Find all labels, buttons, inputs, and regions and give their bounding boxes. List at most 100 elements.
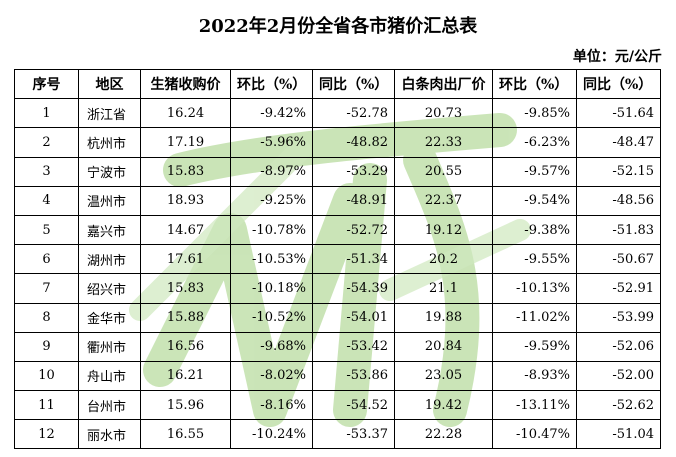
- live-pig-yoy-cell: -52.72: [312, 214, 395, 246]
- live-pig-price-cell: 17.19: [140, 127, 231, 158]
- live-pig-yoy-cell: -54.01: [312, 302, 395, 333]
- table-row: 3 宁波市 15.83 -8.97% -53.29 20.55 -9.57% -52.15: [14, 156, 661, 187]
- carcass-mom-cell: -6.23%: [492, 127, 577, 158]
- live-pig-mom-cell: -9.25%: [230, 185, 313, 216]
- carcass-mom-cell: -9.54%: [492, 185, 577, 216]
- unit-label: 单位：元/公斤: [572, 49, 662, 65]
- region-name-cell: 衢州市: [78, 331, 141, 362]
- region-name-cell: 湖州市: [78, 244, 141, 275]
- carcass-mom-cell: -9.55%: [492, 244, 577, 275]
- live-pig-price-cell: 18.93: [140, 185, 231, 216]
- carcass-yoy-cell: -52.91: [576, 273, 661, 304]
- row-index-cell: 11: [14, 390, 79, 421]
- header-yoy-1: 同比（%）: [312, 68, 395, 100]
- live-pig-price-cell: 15.88: [140, 302, 231, 333]
- row-index-cell: 4: [14, 185, 79, 216]
- carcass-price-cell: 19.12: [394, 214, 493, 246]
- live-pig-price-cell: 15.96: [140, 390, 231, 421]
- region-name-cell: 台州市: [78, 390, 141, 421]
- table-row: 4 温州市 18.93 -9.25% -48.91 22.37 -9.54% -48.56: [14, 185, 661, 216]
- carcass-mom-cell: -11.02%: [492, 302, 577, 333]
- table-row: 11 台州市 15.96 -8.16% -54.52 19.42 -13.11% -52.62: [14, 390, 661, 421]
- carcass-yoy-cell: -48.47: [576, 127, 661, 158]
- live-pig-mom-cell: -10.78%: [230, 214, 313, 246]
- carcass-mom-cell: -9.59%: [492, 331, 577, 362]
- table-row: 1 浙江省 16.24 -9.42% -52.78 20.73 -9.85% -51.64: [14, 98, 661, 129]
- carcass-price-cell: 22.28: [394, 419, 493, 450]
- live-pig-price-cell: 16.56: [140, 331, 231, 362]
- table-row: 12 丽水市 16.55 -10.24% -53.37 22.28 -10.47% -51.0…: [14, 419, 661, 450]
- region-name-cell: 浙江省: [78, 98, 141, 129]
- header-mom-2: 环比（%）: [492, 68, 577, 100]
- carcass-mom-cell: -9.38%: [492, 214, 577, 246]
- carcass-yoy-cell: -51.04: [576, 419, 661, 450]
- live-pig-mom-cell: -9.42%: [230, 98, 313, 129]
- row-index-cell: 1: [14, 98, 79, 129]
- carcass-mom-cell: -10.13%: [492, 273, 577, 304]
- header-yoy-2: 同比（%）: [576, 68, 661, 100]
- live-pig-yoy-cell: -54.52: [312, 390, 395, 421]
- live-pig-yoy-cell: -48.91: [312, 185, 395, 216]
- region-name-cell: 金华市: [78, 302, 141, 333]
- carcass-yoy-cell: -52.62: [576, 390, 661, 421]
- row-index-cell: 7: [14, 273, 79, 304]
- live-pig-yoy-cell: -54.39: [312, 273, 395, 304]
- row-index-cell: 6: [14, 244, 79, 275]
- row-index-cell: 10: [14, 360, 79, 392]
- region-name-cell: 丽水市: [78, 419, 141, 450]
- region-name-cell: 舟山市: [78, 360, 141, 392]
- live-pig-price-cell: 16.55: [140, 419, 231, 450]
- carcass-price-cell: 20.73: [394, 98, 493, 129]
- live-pig-price-cell: 14.67: [140, 214, 231, 246]
- live-pig-yoy-cell: -53.86: [312, 360, 395, 392]
- header-region: 地区: [78, 68, 141, 100]
- live-pig-price-cell: 15.83: [140, 273, 231, 304]
- table-row: 6 湖州市 17.61 -10.53% -51.34 20.2 -9.55% -50.67: [14, 244, 661, 275]
- region-name-cell: 绍兴市: [78, 273, 141, 304]
- region-name-cell: 宁波市: [78, 156, 141, 187]
- table-row: 9 衢州市 16.56 -9.68% -53.42 20.84 -9.59% -52.06: [14, 331, 661, 362]
- carcass-price-cell: 21.1: [394, 273, 493, 304]
- carcass-price-cell: 22.33: [394, 127, 493, 158]
- live-pig-price-cell: 17.61: [140, 244, 231, 275]
- header-carcass-price: 白条肉出厂价: [394, 68, 493, 100]
- carcass-price-cell: 19.42: [394, 390, 493, 421]
- carcass-mom-cell: -13.11%: [492, 390, 577, 421]
- carcass-mom-cell: -8.93%: [492, 360, 577, 392]
- row-index-cell: 2: [14, 127, 79, 158]
- table-row: 10 舟山市 16.21 -8.02% -53.86 23.05 -8.93% -52.00: [14, 360, 661, 392]
- carcass-yoy-cell: -50.67: [576, 244, 661, 275]
- row-index-cell: 5: [14, 214, 79, 246]
- live-pig-mom-cell: -10.24%: [230, 419, 313, 450]
- carcass-price-cell: 22.37: [394, 185, 493, 216]
- region-name-cell: 温州市: [78, 185, 141, 216]
- live-pig-yoy-cell: -53.29: [312, 156, 395, 187]
- live-pig-mom-cell: -10.52%: [230, 302, 313, 333]
- carcass-mom-cell: -9.85%: [492, 98, 577, 129]
- table-row: 5 嘉兴市 14.67 -10.78% -52.72 19.12 -9.38% -51.83: [14, 214, 661, 246]
- carcass-price-cell: 19.88: [394, 302, 493, 333]
- carcass-yoy-cell: -48.56: [576, 185, 661, 216]
- pig-price-table: 序号 地区 生猪收购价 环比（%） 同比（%） 白条肉出厂价 环比（%） 同比（…: [14, 68, 661, 450]
- carcass-yoy-cell: -53.99: [576, 302, 661, 333]
- carcass-price-cell: 20.84: [394, 331, 493, 362]
- region-name-cell: 嘉兴市: [78, 214, 141, 246]
- table-row: 8 金华市 15.88 -10.52% -54.01 19.88 -11.02% -53.99: [14, 302, 661, 333]
- carcass-yoy-cell: -52.00: [576, 360, 661, 392]
- live-pig-price-cell: 16.24: [140, 98, 231, 129]
- live-pig-mom-cell: -9.68%: [230, 331, 313, 362]
- carcass-mom-cell: -9.57%: [492, 156, 577, 187]
- row-index-cell: 8: [14, 302, 79, 333]
- table-row: 2 杭州市 17.19 -5.96% -48.82 22.33 -6.23% -48.47: [14, 127, 661, 158]
- header-live-pig-price: 生猪收购价: [140, 68, 231, 100]
- table-header-row: 序号 地区 生猪收购价 环比（%） 同比（%） 白条肉出厂价 环比（%） 同比（…: [14, 68, 661, 100]
- live-pig-yoy-cell: -51.34: [312, 244, 395, 275]
- row-index-cell: 9: [14, 331, 79, 362]
- page-title: 2022年2月份全省各市猪价汇总表: [198, 16, 478, 37]
- table-row: 7 绍兴市 15.83 -10.18% -54.39 21.1 -10.13% -52.91: [14, 273, 661, 304]
- live-pig-mom-cell: -8.02%: [230, 360, 313, 392]
- live-pig-yoy-cell: -48.82: [312, 127, 395, 158]
- carcass-yoy-cell: -52.06: [576, 331, 661, 362]
- live-pig-mom-cell: -8.97%: [230, 156, 313, 187]
- region-name-cell: 杭州市: [78, 127, 141, 158]
